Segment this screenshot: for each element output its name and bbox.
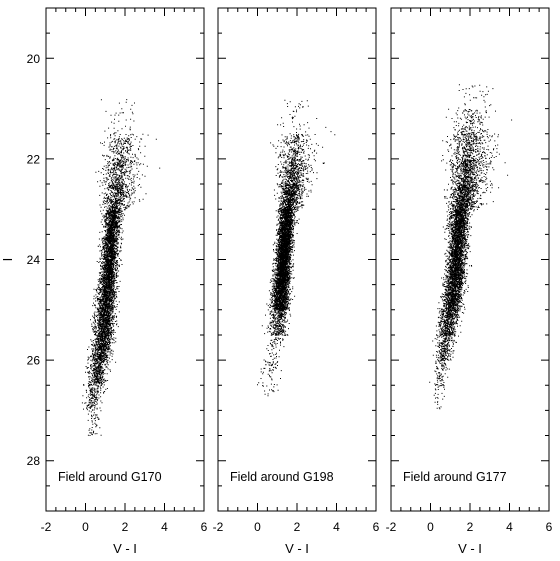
y-tick-label: 28	[27, 454, 41, 468]
x-tick-label-g177: 2	[467, 520, 474, 534]
y-tick-label: 20	[27, 52, 41, 66]
x-tick-label-g170: -2	[41, 520, 52, 534]
star-points-path-g170	[81, 99, 161, 436]
tick-marks-g177	[390, 7, 550, 512]
x-tick-label-g198: 6	[373, 520, 380, 534]
star-points-path-g198	[257, 99, 336, 397]
x-tick-label-g198: -2	[213, 520, 224, 534]
star-points-path-g177	[429, 84, 513, 410]
y-tick-labels-g170: 20 22 24 26 28	[27, 52, 41, 468]
x-axis-label-g177: V - I	[458, 541, 482, 556]
field-label-g198: Field around G198	[230, 470, 334, 484]
field-label-g170: Field around G170	[58, 470, 162, 484]
x-tick-label-g170: 6	[201, 520, 208, 534]
y-axis-label: I	[0, 258, 15, 262]
x-tick-labels-g170: -2 0 2 4 6	[41, 520, 208, 534]
x-tick-label-g198: 0	[254, 520, 261, 534]
star-points-g198	[257, 99, 336, 397]
x-tick-label-g177: -2	[386, 520, 397, 534]
x-tick-label-g198: 2	[294, 520, 301, 534]
y-tick-label: 24	[27, 253, 41, 267]
x-tick-label-g198: 4	[333, 520, 340, 534]
x-tick-labels-g198: -2 0 2 4 6	[213, 520, 380, 534]
tick-marks-g198	[217, 7, 377, 512]
y-tick-label: 22	[27, 152, 41, 166]
x-tick-label-g177: 4	[506, 520, 513, 534]
x-tick-label-g170: 4	[161, 520, 168, 534]
tick-marks-g170	[45, 7, 205, 512]
x-tick-label-g170: 0	[82, 520, 89, 534]
x-tick-labels-g177: -2 0 2 4 6	[386, 520, 553, 534]
x-axis-label-g198: V - I	[285, 541, 309, 556]
tick-path-g198	[217, 7, 377, 512]
y-tick-label: 26	[27, 354, 41, 368]
tick-path-g177	[390, 7, 550, 512]
panel-g177: -2 0 2 4 6 V - I Field around G177	[386, 7, 553, 556]
x-tick-label-g177: 6	[546, 520, 553, 534]
panel-g198: -2 0 2 4 6 V - I Field around G198	[213, 7, 380, 556]
x-axis-label-g170: V - I	[113, 541, 137, 556]
x-tick-label-g170: 2	[122, 520, 129, 534]
field-label-g177: Field around G177	[403, 470, 507, 484]
star-points-g170	[81, 99, 161, 436]
x-tick-label-g177: 0	[427, 520, 434, 534]
star-points-g177	[429, 84, 513, 410]
tick-path-g170	[45, 7, 205, 512]
